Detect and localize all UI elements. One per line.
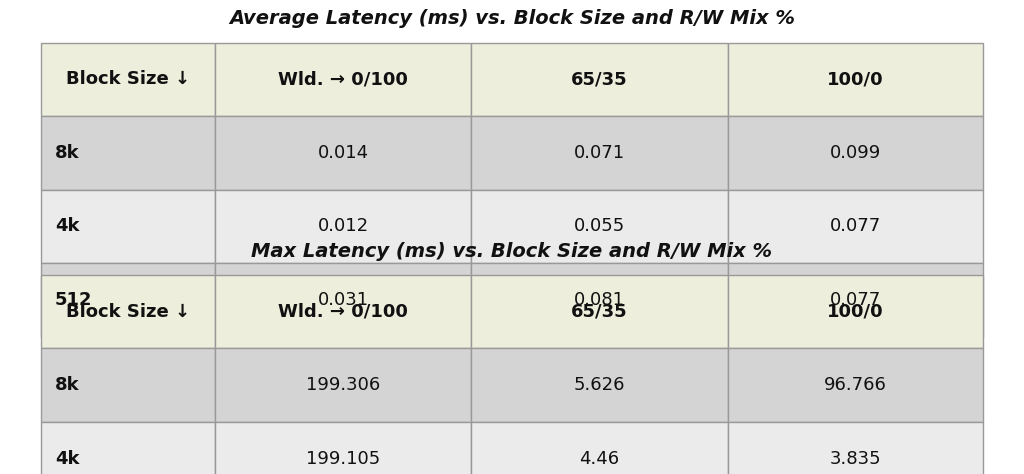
Text: 0.077: 0.077 (829, 291, 881, 309)
Text: Max Latency (ms) vs. Block Size and R/W Mix %: Max Latency (ms) vs. Block Size and R/W … (252, 242, 772, 261)
Text: 96.766: 96.766 (824, 376, 887, 394)
Text: Wld. → 0/100: Wld. → 0/100 (279, 71, 409, 88)
Bar (41, 116, 215, 190)
Bar (728, 43, 983, 116)
Text: 0.071: 0.071 (574, 144, 626, 162)
Text: 65/35: 65/35 (571, 303, 628, 320)
Bar (215, 43, 471, 116)
Bar (471, 348, 728, 422)
Text: Average Latency (ms) vs. Block Size and R/W Mix %: Average Latency (ms) vs. Block Size and … (229, 9, 795, 28)
Bar (728, 422, 983, 474)
Bar (728, 263, 983, 337)
Text: 0.077: 0.077 (829, 218, 881, 235)
Bar (41, 422, 215, 474)
Text: 8k: 8k (55, 376, 80, 394)
Bar (215, 348, 471, 422)
Bar (471, 422, 728, 474)
Text: 5.626: 5.626 (573, 376, 626, 394)
Bar (471, 190, 728, 263)
Text: 4.46: 4.46 (580, 450, 620, 467)
Text: 100/0: 100/0 (827, 303, 884, 320)
Text: 0.081: 0.081 (574, 291, 625, 309)
Bar (728, 348, 983, 422)
Text: Block Size ↓: Block Size ↓ (66, 303, 190, 320)
Bar (471, 263, 728, 337)
Bar (215, 422, 471, 474)
Bar (41, 275, 215, 348)
Bar (471, 275, 728, 348)
Text: Wld. → 0/100: Wld. → 0/100 (279, 303, 409, 320)
Text: 0.055: 0.055 (574, 218, 626, 235)
Text: 0.012: 0.012 (317, 218, 369, 235)
Text: 4k: 4k (55, 450, 80, 467)
Bar (41, 348, 215, 422)
Text: 4k: 4k (55, 218, 80, 235)
Bar (41, 190, 215, 263)
Bar (728, 116, 983, 190)
Bar (728, 190, 983, 263)
Text: 199.306: 199.306 (306, 376, 381, 394)
Bar (215, 116, 471, 190)
Text: 0.014: 0.014 (317, 144, 369, 162)
Bar (471, 43, 728, 116)
Text: 3.835: 3.835 (829, 450, 882, 467)
Text: 100/0: 100/0 (827, 71, 884, 88)
Text: 0.031: 0.031 (317, 291, 369, 309)
Text: Block Size ↓: Block Size ↓ (66, 71, 190, 88)
Text: 8k: 8k (55, 144, 80, 162)
Text: 199.105: 199.105 (306, 450, 381, 467)
Text: 512: 512 (55, 291, 92, 309)
Bar (41, 263, 215, 337)
Bar (471, 116, 728, 190)
Bar (215, 263, 471, 337)
Bar (41, 43, 215, 116)
Text: 0.099: 0.099 (829, 144, 881, 162)
Bar (728, 275, 983, 348)
Text: 65/35: 65/35 (571, 71, 628, 88)
Bar (215, 190, 471, 263)
Bar (215, 275, 471, 348)
